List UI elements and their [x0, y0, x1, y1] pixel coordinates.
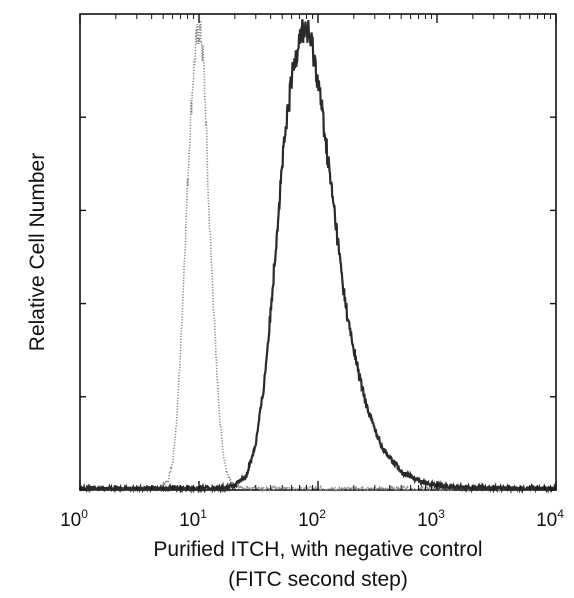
- x-axis-title-line1: Purified ITCH, with negative control: [153, 538, 482, 561]
- x-tick-label: 101: [179, 507, 207, 531]
- tick-layer: 100 101 102 103 104: [60, 14, 564, 531]
- x-tick-base: 10: [536, 510, 557, 531]
- x-tick-exponent: 0: [81, 507, 88, 521]
- x-tick-label: 104: [536, 507, 564, 531]
- x-tick-exponent: 2: [319, 507, 326, 521]
- series-layer: [79, 19, 557, 494]
- x-tick-base: 10: [417, 510, 438, 531]
- x-tick-base: 10: [298, 510, 319, 531]
- x-tick-exponent: 3: [438, 507, 445, 521]
- x-tick-label: 102: [298, 507, 326, 531]
- x-tick-exponent: 4: [557, 507, 564, 521]
- x-tick-label: 100: [60, 507, 88, 531]
- y-axis-title: Relative Cell Number: [26, 153, 49, 351]
- x-tick-base: 10: [60, 510, 81, 531]
- x-tick-exponent: 1: [200, 507, 207, 521]
- x-tick-label: 103: [417, 507, 445, 531]
- series-line-2: [79, 19, 557, 494]
- x-tick-base: 10: [179, 510, 200, 531]
- x-axis-title-line2: (FITC second step): [228, 568, 408, 591]
